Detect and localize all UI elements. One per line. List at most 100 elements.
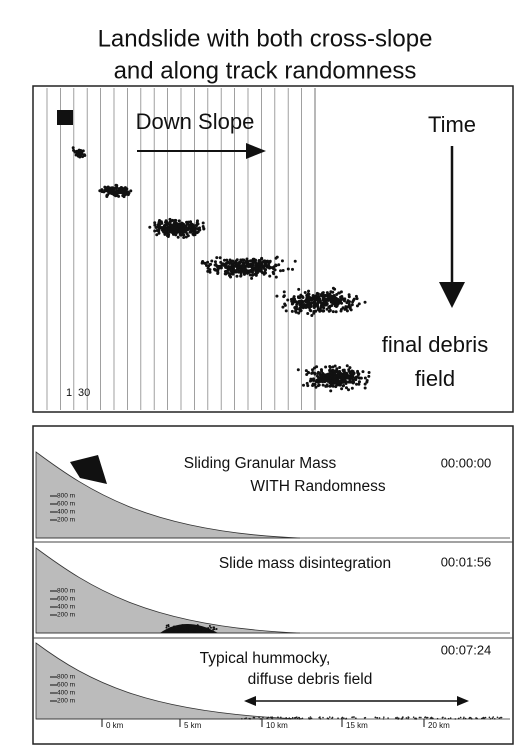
debris-dot [303, 303, 307, 307]
sequence-panel-frame [32, 85, 514, 413]
debris-dot [158, 226, 162, 230]
debris-dot [209, 626, 212, 629]
debris-dot [212, 628, 215, 631]
arrow-head [246, 143, 266, 159]
debris-dot [344, 386, 348, 390]
debris-dot [207, 264, 211, 268]
debris-dot [301, 295, 305, 299]
debris-dot [211, 630, 214, 633]
debris-dot [182, 230, 186, 234]
debris-dot [321, 291, 325, 295]
debris-dot [124, 193, 128, 197]
distance-label: 15 km [346, 721, 368, 730]
distance-label: 5 km [184, 721, 202, 730]
arrow-head [244, 696, 256, 706]
debris-dot [177, 224, 181, 228]
debris-dot [78, 152, 82, 156]
debris-dot [336, 302, 340, 306]
debris-dot [317, 294, 321, 298]
debris-dot [333, 380, 337, 384]
debris-dot [259, 718, 262, 720]
debris-dot [297, 296, 301, 300]
debris-dot [231, 259, 235, 263]
debris-dot [299, 293, 303, 297]
title-line: and along track randomness [114, 57, 417, 84]
debris-dot [71, 146, 75, 150]
debris-dot [254, 273, 258, 277]
debris-dot [264, 268, 268, 272]
debris-dot [329, 382, 333, 386]
debris-dot [314, 295, 318, 299]
debris-dot [165, 626, 168, 629]
debris-dot [241, 265, 245, 269]
debris-dot [314, 385, 318, 389]
debris-dot [301, 717, 304, 720]
slope-profile [35, 451, 301, 539]
debris-dot [259, 257, 263, 261]
debris-dot [192, 225, 196, 229]
debris-dot [203, 630, 206, 633]
debris-dot [244, 259, 248, 263]
debris-dot [328, 716, 331, 718]
debris-dot [333, 364, 337, 368]
final-label: final debris [382, 332, 488, 357]
debris-dot [354, 294, 358, 298]
debris-dot [167, 625, 170, 628]
debris-dot [129, 189, 133, 193]
debris-dot [174, 233, 178, 237]
debris-dot [250, 276, 254, 280]
title-line: Landslide with both cross-slope [98, 25, 433, 52]
debris-dot [189, 220, 193, 224]
debris-dot [232, 268, 236, 272]
debris-dot [341, 368, 345, 372]
debris-dot [331, 380, 335, 384]
debris-dot [241, 258, 245, 262]
debris-dot [255, 266, 259, 270]
final-label: field [415, 366, 455, 391]
debris-dot [295, 716, 298, 719]
debris-dot [345, 717, 348, 720]
debris-dot [197, 228, 201, 232]
debris-dot [319, 718, 322, 720]
slide-block [70, 455, 107, 484]
debris-dot [279, 269, 283, 273]
debris-dot [470, 718, 473, 720]
debris-dot [109, 186, 113, 190]
debris-dot [228, 272, 232, 276]
debris-dot [161, 229, 165, 233]
debris-dot [288, 717, 291, 719]
debris-dot [331, 365, 335, 369]
debris-dot [387, 717, 389, 719]
debris-dot [492, 716, 495, 718]
debris-dot [193, 231, 197, 235]
debris-dot [114, 186, 118, 190]
debris-dot [181, 624, 184, 627]
debris-dot [344, 381, 348, 385]
debris-dot [226, 268, 230, 272]
debris-dot [316, 370, 320, 374]
debris-dot [282, 290, 286, 294]
debris-dot [347, 293, 351, 297]
arrow-head [457, 696, 469, 706]
debris-dot [350, 386, 354, 390]
slope-profile [35, 642, 301, 720]
debris-dot [405, 717, 408, 719]
debris-dot [420, 716, 422, 719]
debris-dot [318, 309, 322, 313]
debris-dot [315, 301, 319, 305]
debris-dot [444, 717, 446, 719]
elevation-label: 600 m [57, 596, 75, 603]
debris-dot [298, 299, 302, 303]
debris-dot [315, 291, 319, 295]
debris-dot [397, 718, 399, 720]
debris-dot [357, 372, 361, 376]
debris-dot [154, 225, 158, 229]
debris-dot [275, 294, 279, 298]
debris-dot [382, 718, 385, 720]
debris-dot [454, 718, 457, 720]
debris-dot [394, 717, 397, 719]
debris-dot [213, 260, 217, 264]
debris-dot [308, 303, 312, 307]
debris-dot [407, 716, 410, 718]
